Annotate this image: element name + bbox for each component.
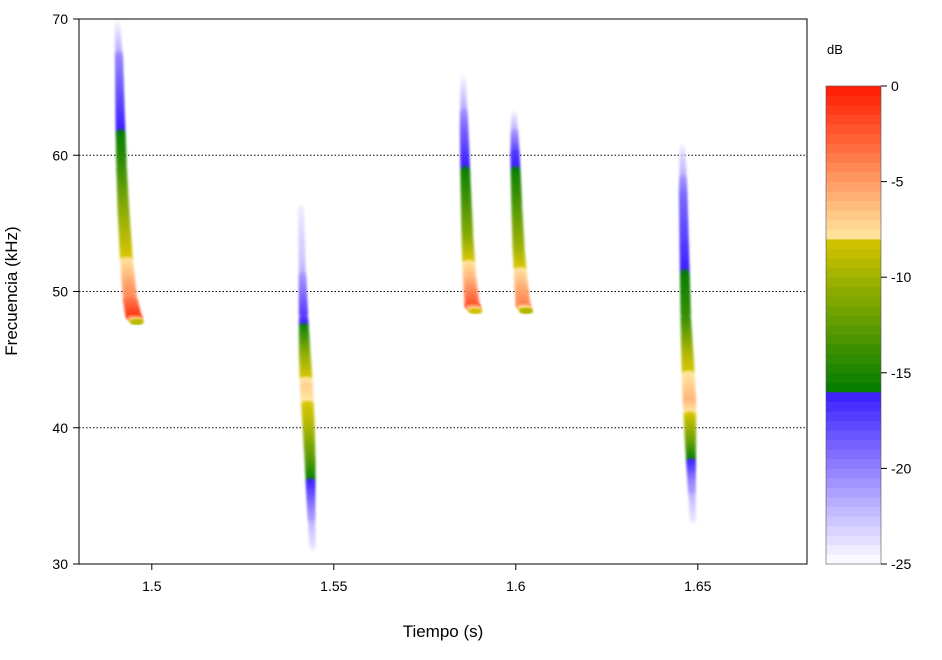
spectrogram-cell <box>130 319 144 325</box>
colorbar-cell <box>826 124 881 135</box>
colorbar-cell <box>826 516 881 527</box>
gridlines <box>79 154 807 429</box>
y-tick-label: 70 <box>52 11 68 27</box>
colorbar-cell <box>826 219 881 230</box>
colorbar-cell <box>826 554 881 565</box>
colorbar-cell <box>826 105 881 116</box>
colorbar-tick-label: -25 <box>891 556 911 572</box>
call-3 <box>459 68 482 314</box>
y-tick-label: 40 <box>52 420 68 436</box>
colorbar-cell <box>826 353 881 364</box>
call-traces <box>114 19 697 552</box>
colorbar-cell <box>826 114 881 125</box>
colorbar-cells <box>826 86 881 565</box>
colorbar-cell <box>826 95 881 106</box>
colorbar-cell <box>826 277 881 288</box>
colorbar-cell <box>826 506 881 517</box>
colorbar-cell <box>826 238 881 249</box>
colorbar-cell <box>826 162 881 173</box>
colorbar-cell <box>826 210 881 221</box>
colorbar-cell <box>826 544 881 555</box>
colorbar-cell <box>826 420 881 431</box>
colorbar-cell <box>826 258 881 269</box>
colorbar-cell <box>826 439 881 450</box>
call-1 <box>114 19 144 325</box>
colorbar-cell <box>826 468 881 479</box>
colorbar-cell <box>826 401 881 412</box>
x-tick-label: 1.5 <box>142 578 162 594</box>
colorbar-cell <box>826 411 881 421</box>
colorbar: dB 0 -5 -10 -15 -20 -25 <box>825 42 911 572</box>
colorbar-frame <box>825 85 882 565</box>
colorbar-cell <box>826 430 881 441</box>
colorbar-cell <box>826 267 881 278</box>
colorbar-cell <box>826 86 881 96</box>
y-axis: 30 40 50 60 70 <box>52 11 79 572</box>
spectrogram-cell <box>689 516 697 524</box>
call-4 <box>510 110 533 314</box>
colorbar-cell <box>826 334 881 345</box>
colorbar-cell <box>826 344 881 355</box>
call-2 <box>297 204 316 552</box>
colorbar-cell <box>826 535 881 546</box>
colorbar-cell <box>826 363 881 374</box>
y-tick-label: 60 <box>52 147 68 163</box>
colorbar-tick-label: -5 <box>891 174 904 190</box>
colorbar-tick-label: 0 <box>891 78 899 94</box>
colorbar-title: dB <box>827 42 843 57</box>
colorbar-cell <box>826 191 881 202</box>
colorbar-cell <box>826 296 881 307</box>
colorbar-cell <box>826 458 881 469</box>
colorbar-cell <box>826 525 881 536</box>
spectrogram-cell <box>309 543 316 552</box>
colorbar-cell <box>826 152 881 163</box>
colorbar-tick-label: -20 <box>891 460 911 476</box>
spectrogram-cell <box>520 309 533 314</box>
colorbar-cell <box>826 248 881 259</box>
colorbar-cell <box>826 497 881 508</box>
colorbar-cell <box>826 172 881 182</box>
colorbar-cell <box>826 143 881 154</box>
colorbar-cell <box>826 372 881 383</box>
colorbar-tick-label: -10 <box>891 269 911 285</box>
colorbar-cell <box>826 315 881 326</box>
colorbar-cell <box>826 200 881 211</box>
spectrogram-cell <box>469 309 482 314</box>
colorbar-cell <box>826 449 881 460</box>
y-axis-title: Frecuencia (kHz) <box>2 226 21 355</box>
colorbar-ticks: 0 -5 -10 -15 -20 -25 <box>881 78 911 572</box>
colorbar-cell <box>826 487 881 498</box>
x-axis: 1.5 1.55 1.6 1.65 <box>142 564 712 594</box>
colorbar-cell <box>826 477 881 488</box>
x-tick-label: 1.6 <box>506 578 526 594</box>
colorbar-cell <box>826 229 881 240</box>
colorbar-cell <box>826 286 881 297</box>
colorbar-tick-label: -15 <box>891 365 911 381</box>
colorbar-cell <box>826 181 881 192</box>
colorbar-cell <box>826 391 881 402</box>
colorbar-cell <box>826 305 881 316</box>
y-tick-label: 30 <box>52 556 68 572</box>
x-tick-label: 1.55 <box>320 578 347 594</box>
colorbar-cell <box>826 325 881 335</box>
call-5 <box>679 144 697 524</box>
colorbar-cell <box>826 382 881 393</box>
colorbar-cell <box>826 133 881 144</box>
x-tick-label: 1.65 <box>684 578 711 594</box>
y-tick-label: 50 <box>52 284 68 300</box>
x-axis-title: Tiempo (s) <box>403 622 484 641</box>
